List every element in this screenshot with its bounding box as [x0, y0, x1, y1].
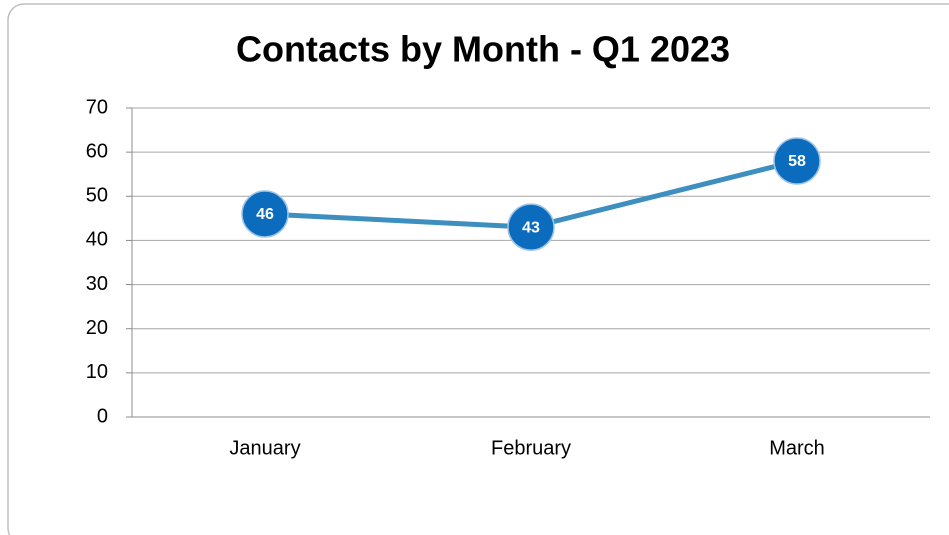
- data-label: 58: [788, 153, 806, 170]
- x-tick-label: February: [491, 437, 571, 459]
- marker: [507, 203, 555, 251]
- chart-title: Contacts by Month - Q1 2023: [236, 29, 730, 70]
- chart-frame: [7, 3, 949, 535]
- x-tick-label: March: [769, 437, 825, 459]
- y-tick-label: 70: [86, 96, 108, 118]
- marker: [773, 137, 821, 185]
- y-tick-label: 30: [86, 273, 108, 295]
- data-label: 43: [522, 219, 540, 236]
- y-tick-label: 20: [86, 317, 108, 339]
- y-tick-label: 0: [97, 405, 108, 427]
- y-tick-label: 50: [86, 185, 108, 207]
- marker: [241, 190, 289, 238]
- y-tick-label: 60: [86, 140, 108, 162]
- y-tick-label: 40: [86, 229, 108, 251]
- x-tick-label: January: [229, 437, 300, 459]
- y-tick-label: 10: [86, 361, 108, 383]
- data-label: 46: [256, 206, 274, 223]
